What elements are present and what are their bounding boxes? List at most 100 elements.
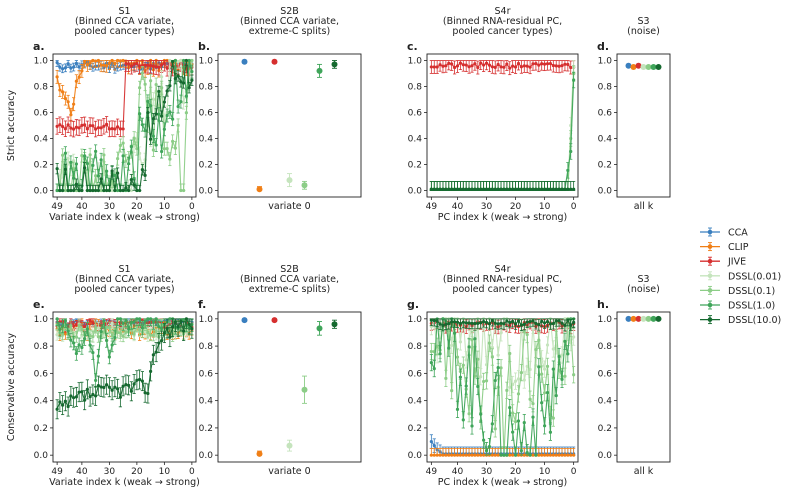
data-point — [540, 62, 543, 65]
data-point — [141, 380, 144, 383]
data-point — [108, 355, 111, 358]
data-point — [61, 189, 64, 192]
data-point — [119, 317, 122, 320]
point-d-CCA — [626, 63, 632, 69]
data-point — [75, 335, 78, 338]
data-point — [517, 454, 520, 457]
x-axis-label-e: Variate index k (weak → strong) — [49, 477, 200, 488]
data-point — [456, 64, 459, 67]
xtick-label-c: 20 — [510, 202, 522, 212]
data-point — [473, 454, 476, 457]
data-point — [130, 321, 133, 324]
data-point — [433, 444, 436, 447]
data-point — [636, 63, 642, 69]
data-point — [523, 64, 526, 67]
data-point — [97, 384, 100, 387]
data-point — [552, 64, 555, 67]
data-point — [149, 317, 152, 320]
data-point — [78, 189, 81, 192]
data-point — [497, 354, 500, 357]
data-point — [465, 454, 468, 457]
data-point — [479, 375, 482, 378]
ytick-label-f: 0.2 — [199, 424, 213, 434]
series-c-DSSL(1.0) — [430, 72, 575, 191]
point-b-DSSL(1.0) — [317, 64, 323, 77]
ytick-label-e: 0.6 — [34, 369, 49, 379]
point-d-JIVE — [636, 63, 642, 69]
data-point — [83, 325, 86, 328]
data-point — [91, 189, 94, 192]
x-axis-label-d: all k — [634, 201, 654, 212]
series-c-DSSL(0.1) — [430, 66, 575, 191]
point-d-DSSL(10.0) — [656, 64, 662, 70]
data-point — [168, 84, 171, 87]
data-point — [124, 160, 127, 163]
data-point — [436, 454, 439, 457]
data-point — [569, 454, 572, 457]
ytick-label-g: 0.4 — [408, 397, 423, 407]
data-point — [508, 454, 511, 457]
data-point — [122, 59, 125, 62]
data-point — [436, 188, 439, 191]
data-point — [441, 188, 444, 191]
data-point — [61, 67, 64, 70]
data-point — [430, 454, 433, 457]
ytick-label-e: 0.8 — [34, 342, 49, 352]
data-point — [100, 64, 103, 67]
data-point — [456, 454, 459, 457]
ytick-label-e: 1.0 — [34, 315, 49, 325]
data-point — [470, 188, 473, 191]
data-point — [64, 66, 67, 69]
data-point — [160, 63, 163, 66]
data-point — [113, 174, 116, 177]
data-point — [459, 188, 462, 191]
data-point — [135, 317, 138, 320]
data-point — [135, 379, 138, 382]
data-point — [75, 395, 78, 398]
data-point — [130, 390, 133, 393]
data-point — [549, 62, 552, 65]
data-point — [146, 64, 149, 67]
data-point — [141, 168, 144, 171]
data-point — [119, 396, 122, 399]
xtick-label-a: 40 — [76, 202, 88, 212]
ytick-label-g: 1.0 — [408, 315, 423, 325]
data-point — [179, 100, 182, 103]
data-point — [56, 75, 59, 78]
data-point — [152, 148, 155, 151]
data-point — [141, 123, 144, 126]
data-point — [89, 124, 92, 127]
data-point — [89, 189, 92, 192]
data-point — [78, 324, 81, 327]
data-point — [462, 364, 465, 367]
data-point — [160, 114, 163, 117]
data-point — [141, 326, 144, 329]
data-point — [155, 330, 158, 333]
data-point — [163, 100, 166, 103]
xtick-label-a: 49 — [51, 202, 63, 212]
data-point — [558, 188, 561, 191]
data-point — [91, 351, 94, 354]
data-point — [563, 63, 566, 66]
data-point — [656, 64, 662, 70]
data-point — [94, 326, 97, 329]
ytick-label-a: 0.2 — [34, 161, 48, 171]
xtick-label-g: 49 — [426, 467, 438, 477]
panel-title-f: extreme-C splits) — [249, 284, 330, 295]
data-point — [80, 390, 83, 393]
data-point — [447, 62, 450, 65]
point-f-DSSL(0.01) — [287, 440, 293, 451]
data-point — [144, 83, 147, 86]
data-point — [97, 59, 100, 62]
ytick-label-f: 1.0 — [199, 315, 214, 325]
data-point — [459, 62, 462, 65]
data-point — [56, 317, 59, 320]
ytick-label-c: 0.0 — [408, 187, 423, 197]
data-point — [56, 189, 59, 192]
panel-label-c: c. — [407, 40, 418, 53]
data-point — [188, 323, 191, 326]
ytick-label-d: 0.4 — [598, 135, 613, 145]
xtick-label-c: 30 — [481, 202, 493, 212]
data-point — [78, 76, 81, 79]
ytick-label-c: 0.4 — [408, 135, 423, 145]
